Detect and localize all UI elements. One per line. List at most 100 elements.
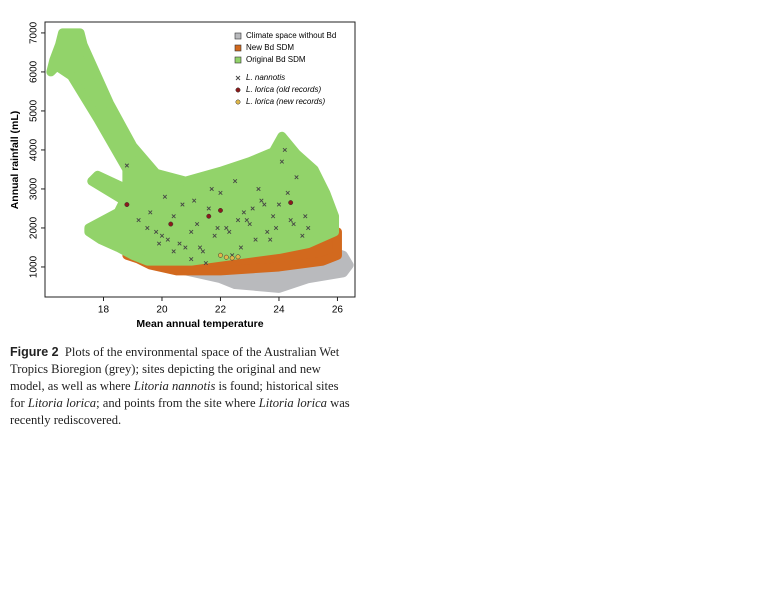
- point: [253, 237, 258, 242]
- point: [306, 225, 311, 231]
- caption-species: Litoria lorica: [258, 396, 327, 410]
- figure-caption: Figure 2 Plots of the environmental spac…: [10, 344, 355, 429]
- point: [276, 202, 282, 207]
- point: [303, 214, 308, 219]
- legend-label: New Bd SDM: [246, 43, 294, 52]
- point: [171, 249, 176, 254]
- point: [300, 233, 305, 238]
- region: [46, 28, 340, 266]
- y-tick-label: 7000: [29, 21, 40, 44]
- point: [136, 218, 141, 223]
- y-tick-label: 6000: [29, 60, 40, 83]
- point: [206, 213, 212, 219]
- plot-frame: [44, 21, 356, 298]
- legend-label: L. lorica (old records): [246, 85, 321, 94]
- point: [218, 207, 223, 213]
- legend-label: Original Bd SDM: [246, 55, 306, 64]
- legend-marker: [235, 99, 241, 105]
- point: [250, 206, 255, 211]
- point: [192, 198, 197, 203]
- point: [165, 237, 170, 242]
- point: [171, 214, 176, 219]
- chart: Mean annual temperature Annual rainfall …: [9, 21, 356, 330]
- point: [288, 218, 293, 223]
- point: [262, 202, 267, 207]
- point: [154, 229, 159, 234]
- caption-text: is found; historical sites for: [10, 379, 339, 410]
- point: [209, 186, 214, 192]
- caption-text: and points from the site where: [102, 396, 256, 410]
- point: [218, 252, 223, 258]
- point: [223, 254, 229, 260]
- point: [162, 194, 168, 199]
- point: [156, 241, 162, 246]
- point: [148, 210, 153, 215]
- point: [183, 245, 188, 250]
- y-axis-label: Annual rainfall (mL): [9, 111, 21, 210]
- point: [197, 245, 203, 250]
- point: [194, 221, 200, 227]
- point: [241, 210, 246, 215]
- point: [227, 229, 232, 234]
- point: [244, 218, 249, 223]
- point: [268, 237, 273, 242]
- point: [235, 218, 241, 223]
- point: [238, 245, 244, 250]
- x-axis-label: Mean annual temperature: [136, 318, 263, 330]
- caption-label: Figure 2: [10, 345, 59, 359]
- point: [189, 229, 194, 234]
- point: [218, 190, 223, 195]
- legend-label: Climate space without Bd: [246, 31, 336, 40]
- x-tick-label: 24: [273, 305, 285, 316]
- point: [145, 225, 150, 231]
- point: [124, 163, 130, 168]
- caption-species: Litoria lorica: [27, 396, 97, 410]
- y-tick-label: 5000: [29, 99, 40, 122]
- point: [235, 254, 241, 260]
- point: [206, 206, 211, 211]
- point: [273, 225, 279, 231]
- point: [224, 225, 229, 231]
- point: [270, 214, 276, 219]
- legend-label: L. lorica (new records): [246, 97, 325, 106]
- point: [294, 175, 299, 180]
- y-tick-label: 2000: [29, 216, 40, 239]
- point: [247, 221, 252, 227]
- point: [124, 202, 130, 208]
- point: [256, 186, 261, 192]
- caption-text: Plots of the environmental space of the …: [10, 345, 340, 393]
- point: [159, 233, 165, 238]
- point: [215, 225, 220, 231]
- point: [229, 255, 235, 261]
- point: [285, 190, 290, 195]
- x-tick-label: 22: [215, 305, 227, 316]
- y-tick-label: 4000: [29, 138, 40, 161]
- point: [203, 260, 208, 266]
- x-tick-label: 18: [98, 305, 110, 316]
- point: [189, 257, 194, 262]
- legend-swatch: [234, 56, 242, 64]
- legend-swatch: [234, 44, 242, 52]
- y-tick-label: 1000: [29, 255, 40, 278]
- point: [259, 198, 264, 203]
- point: [279, 159, 285, 164]
- point: [212, 233, 217, 238]
- point: [282, 147, 287, 153]
- legend-label: L. nannotis: [246, 73, 285, 82]
- y-tick-label: 3000: [29, 177, 40, 200]
- caption-text: was recently rediscovered.: [10, 396, 350, 427]
- x-tick-label: 20: [156, 305, 168, 316]
- legend-marker: [235, 87, 241, 93]
- point: [288, 200, 294, 206]
- point: [177, 241, 182, 246]
- caption-text: ;: [96, 396, 100, 410]
- legend-swatch: [234, 32, 242, 40]
- point: [180, 202, 185, 207]
- x-tick-label: 26: [332, 305, 344, 316]
- point: [291, 221, 296, 227]
- point: [232, 179, 238, 184]
- point: [265, 229, 270, 234]
- legend-marker: [235, 75, 241, 81]
- point: [200, 249, 206, 254]
